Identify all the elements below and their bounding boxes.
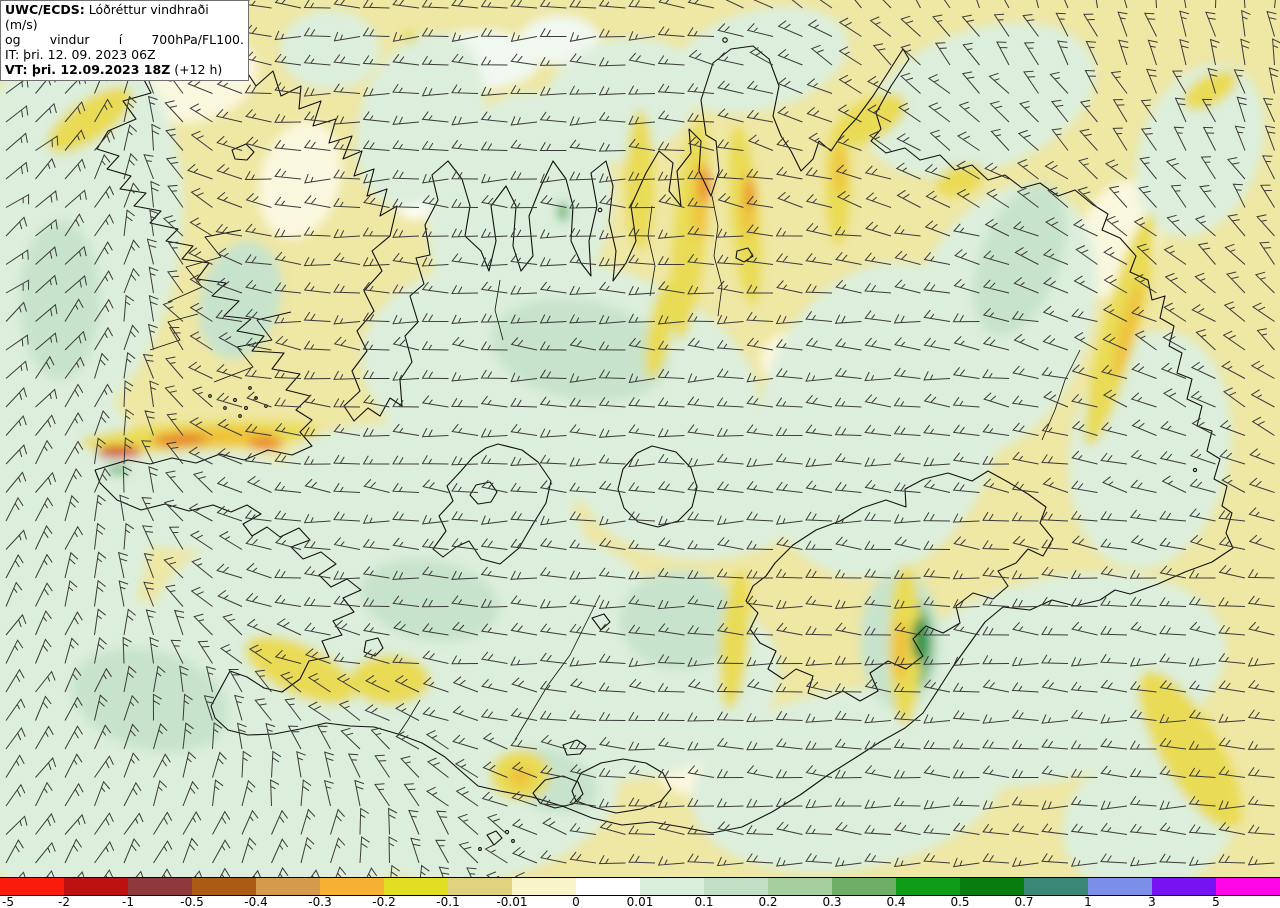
fjord-lines <box>167 229 242 303</box>
colorbar-tick-label: -0.4 <box>244 895 268 908</box>
fjord-lines <box>149 313 199 351</box>
colorbar-tick-label: -0.3 <box>308 895 332 908</box>
colorbar-segment <box>896 878 960 895</box>
colorbar-tick-label: 0 <box>572 895 580 908</box>
colorbar-tick-label: -0.1 <box>436 895 460 908</box>
colorbar-segment <box>0 878 64 895</box>
glacier-hofsjokull <box>617 445 698 528</box>
map-title-box: UWC/ECDS: Lóðréttur vindhraði (m/s) og v… <box>0 0 249 81</box>
colorbar-segment <box>1024 878 1088 895</box>
colorbar-tick-label: 0.5 <box>950 895 970 908</box>
glacier-eiriksjokull <box>469 481 498 505</box>
colorbar-segment <box>576 878 640 895</box>
colorbar-tick-label: 1 <box>1084 895 1092 908</box>
colorbar-tick-label: -1 <box>122 895 134 908</box>
colorbar-tick-label: 0.1 <box>694 895 714 908</box>
colorbar-segment <box>1152 878 1216 895</box>
product-id: UWC/ECDS: <box>5 2 85 17</box>
glacier-drangajokull <box>231 143 255 161</box>
colorbar-segment <box>128 878 192 895</box>
colorbar-tick-label: 0.01 <box>626 895 654 908</box>
colorbar-segment <box>1088 878 1152 895</box>
coastline-main <box>94 45 1234 834</box>
colorbar-segment <box>640 878 704 895</box>
colorbar-segment <box>704 878 768 895</box>
wind-barb-symbols <box>5 0 1280 893</box>
colorbar-tick-label: -5 <box>2 895 14 908</box>
colorbar-tick-label: 0.2 <box>758 895 778 908</box>
lake-thingvallavatn <box>363 637 384 657</box>
colorbar-segment <box>512 878 576 895</box>
colorbar-tick-label: -0.01 <box>496 895 528 908</box>
lake-thorisvatn <box>591 613 611 631</box>
glacier-eyjafjallajokull <box>532 775 584 809</box>
colorbar-segment <box>960 878 1024 895</box>
colorbar-tick-label: -2 <box>58 895 70 908</box>
river-lines <box>397 195 1081 741</box>
colorbar-tick-labels: -5 -2 -1 -0.5 -0.4 -0.3 -0.2 -0.1 -0.01 0 0.01 0.1 0… <box>0 896 1280 908</box>
init-time: IT: þri. 12. 09. 2023 06Z <box>5 47 156 62</box>
colorbar-tick-label: 0.3 <box>822 895 842 908</box>
glacier-vatnajokull <box>745 470 1054 702</box>
colorbar-segment <box>256 878 320 895</box>
title-line-2: og vindur í 700hPa/FL100. <box>5 32 244 47</box>
colorbar-tick-label: -0.5 <box>180 895 204 908</box>
colorbar-tick-label: 0.4 <box>886 895 906 908</box>
colorbar-segment <box>320 878 384 895</box>
wind-barbs <box>5 0 1280 893</box>
colorbar-segment <box>768 878 832 895</box>
colorbar-tick-label: 5 <box>1212 895 1220 908</box>
colorbar-segment <box>832 878 896 895</box>
colorbar-segment <box>384 878 448 895</box>
colorbar-tick-label: 3 <box>1148 895 1156 908</box>
valid-time: VT: þri. 12.09.2023 18Z (+12 h) <box>5 62 223 77</box>
colorbar-segment <box>64 878 128 895</box>
colorbar-segment <box>448 878 512 895</box>
colorbar <box>0 877 1280 896</box>
island-heimaey <box>486 830 503 846</box>
colorbar-segment <box>192 878 256 895</box>
glacier-myrdalsjokull <box>571 758 672 814</box>
colorbar-tick-label: -0.2 <box>372 895 396 908</box>
colorbar-tick-label: 0.7 <box>1014 895 1034 908</box>
colorbar-segment <box>1216 878 1280 895</box>
coastline-southwest <box>94 469 362 707</box>
title-line-1: UWC/ECDS: Lóðréttur vindhraði (m/s) <box>5 2 209 32</box>
small-islands <box>208 37 1198 851</box>
colorbar-legend: -5 -2 -1 -0.5 -0.4 -0.3 -0.2 -0.1 -0.01 0 0.01 0.1 0… <box>0 877 1280 908</box>
